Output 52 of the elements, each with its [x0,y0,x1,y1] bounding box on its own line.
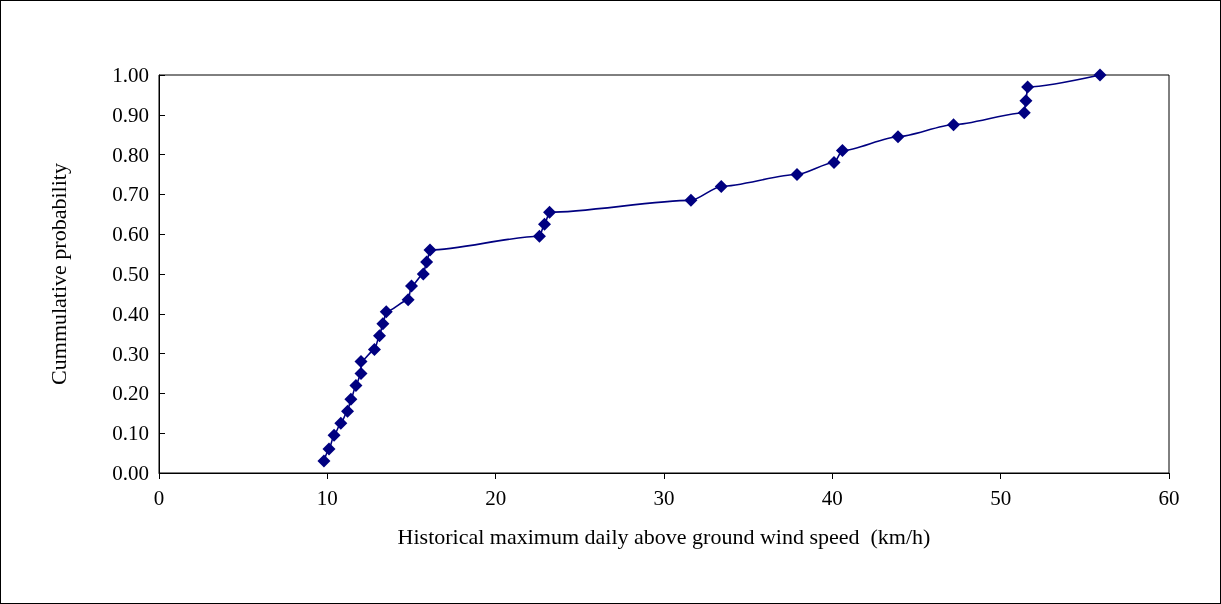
point [684,193,698,207]
point [835,144,849,158]
x-tick-label: 20 [485,485,507,510]
y-tick-label: 0.30 [112,341,149,366]
y-tick-label: 0.00 [112,461,149,485]
x-axis-title: Historical maximum daily above ground wind speed (km/h) [397,523,931,549]
y-axis-title: Cummulative probability [45,163,71,385]
point [423,243,437,257]
point [376,317,390,331]
point [1021,80,1035,94]
point [401,293,415,307]
point [790,168,804,181]
y-tick-label: 0.20 [112,381,149,406]
x-tick-label: 30 [653,485,675,510]
y-tick-label: 0.10 [112,421,149,446]
point [327,428,341,442]
y-tick-label: 0.60 [112,222,149,247]
point [420,255,434,269]
point [1017,106,1031,120]
point [532,229,546,243]
point [543,205,557,219]
point [317,454,331,468]
y-tick-label: 0.90 [112,102,149,127]
x-tick-label: 60 [1158,485,1180,510]
y-tick-label: 0.80 [112,142,149,167]
point [827,156,841,170]
point [322,442,336,456]
point [1093,68,1107,82]
point [373,329,387,343]
x-tick-label: 0 [153,485,165,510]
y-tick-label: 0.40 [112,301,149,326]
point [1019,94,1033,108]
y-tick-label: 1.00 [112,63,149,87]
point [349,378,363,392]
point [891,130,905,144]
y-tick-label: 0.50 [112,262,149,286]
x-tick-label: 10 [316,485,338,510]
point [334,416,348,430]
point [344,392,358,406]
point [947,118,961,132]
point [354,355,368,369]
point [379,305,393,319]
point [354,367,368,380]
point [367,343,381,357]
point [341,404,355,418]
x-tick-label: 50 [990,485,1012,510]
point [714,179,728,193]
point [537,217,551,231]
y-tick-label: 0.70 [112,182,149,207]
x-tick-label: 40 [821,485,843,510]
point [405,279,418,293]
point [416,267,430,281]
